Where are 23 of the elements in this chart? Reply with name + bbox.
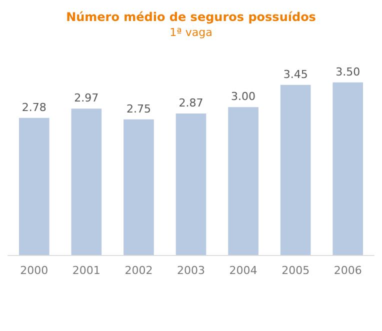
x-tick-label: 2001: [72, 264, 100, 277]
x-tick-label: 2005: [282, 264, 310, 277]
data-label: 2.75: [126, 102, 151, 116]
bar: [176, 113, 206, 255]
bar: [124, 119, 154, 255]
data-label: 2.97: [74, 92, 99, 105]
data-label: 2.87: [178, 96, 204, 110]
x-tick-label: 2002: [124, 264, 153, 277]
x-tick-label: 2000: [20, 264, 48, 277]
x-tick-label: 2004: [229, 264, 258, 277]
bar: [228, 107, 258, 255]
bar: [332, 82, 364, 255]
data-label: 3.50: [336, 65, 360, 78]
chart-title: Número médio de seguros possuídos: [66, 10, 316, 24]
data-label: 3.45: [283, 68, 308, 81]
x-tick-label: 2003: [177, 264, 205, 277]
bar: [18, 118, 50, 255]
data-label: 2.78: [22, 100, 46, 114]
bar: [71, 108, 102, 255]
chart-subtitle: 1ª vaga: [170, 26, 212, 39]
bar: [280, 84, 311, 255]
x-tick-label: 2006: [334, 264, 362, 277]
data-label: 3.00: [231, 90, 256, 104]
